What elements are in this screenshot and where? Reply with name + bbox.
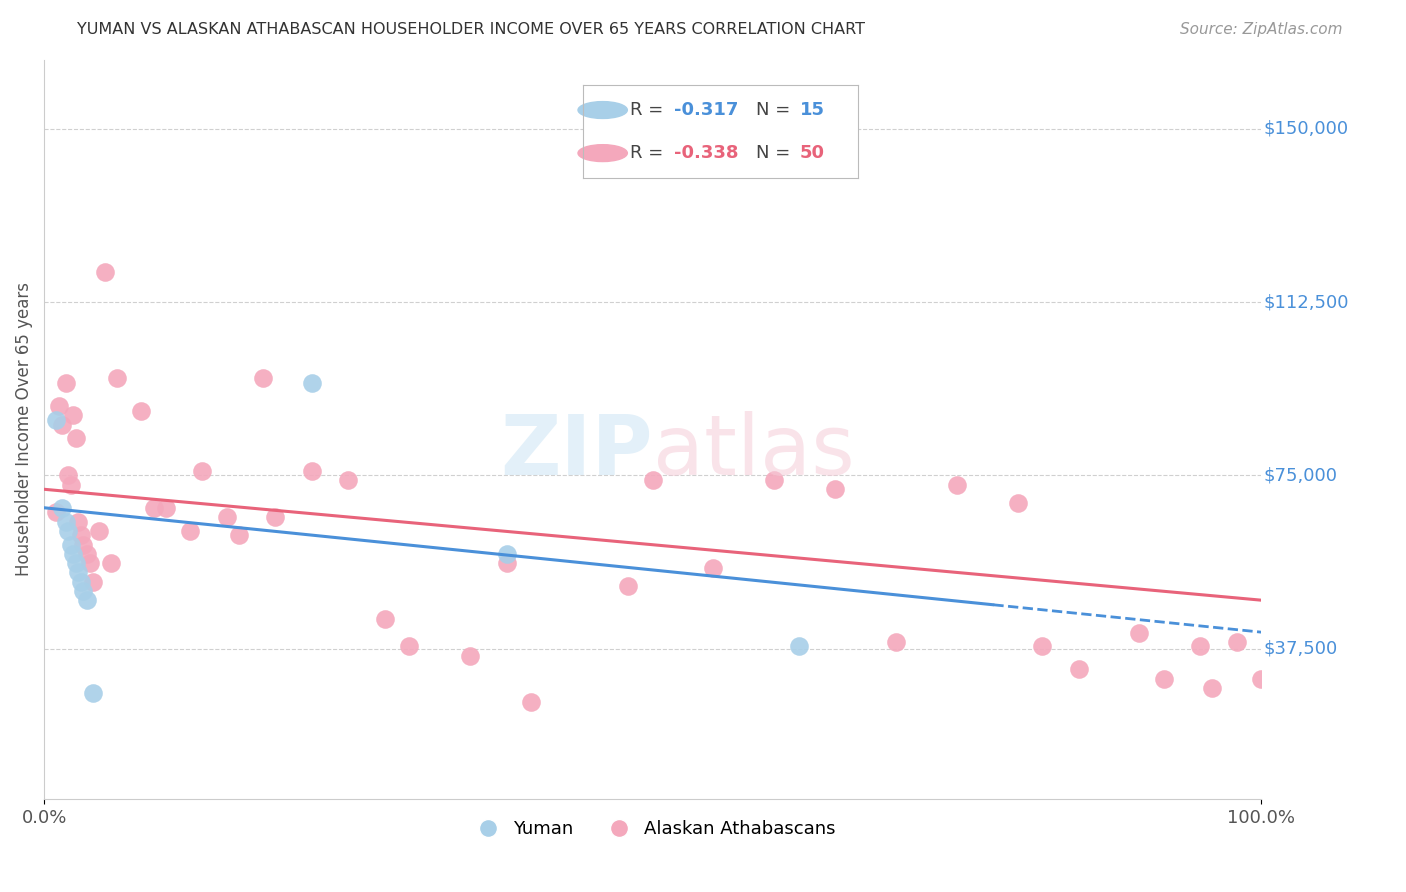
Point xyxy=(79,556,101,570)
Y-axis label: Householder Income Over 65 years: Householder Income Over 65 years xyxy=(15,282,32,576)
Text: R =: R = xyxy=(630,145,664,162)
Point xyxy=(301,376,323,390)
Point xyxy=(458,648,481,663)
Point xyxy=(142,500,165,515)
Point xyxy=(69,574,91,589)
Point xyxy=(374,612,396,626)
Text: R =: R = xyxy=(630,101,664,119)
Point xyxy=(55,376,77,390)
Text: YUMAN VS ALASKAN ATHABASCAN HOUSEHOLDER INCOME OVER 65 YEARS CORRELATION CHART: YUMAN VS ALASKAN ATHABASCAN HOUSEHOLDER … xyxy=(77,22,865,37)
Point xyxy=(884,634,907,648)
Text: Source: ZipAtlas.com: Source: ZipAtlas.com xyxy=(1180,22,1343,37)
Point xyxy=(228,528,250,542)
Point xyxy=(76,593,98,607)
Point xyxy=(100,556,122,570)
Point xyxy=(62,409,84,423)
Text: $75,000: $75,000 xyxy=(1264,467,1337,484)
Point xyxy=(105,371,128,385)
Text: ZIP: ZIP xyxy=(501,411,652,491)
Circle shape xyxy=(578,145,627,161)
Point xyxy=(702,561,724,575)
Point xyxy=(87,524,110,538)
Point xyxy=(1031,640,1053,654)
Point xyxy=(94,265,117,279)
Point xyxy=(51,417,73,432)
Point xyxy=(215,510,238,524)
Point xyxy=(55,515,77,529)
Circle shape xyxy=(578,102,627,119)
Point xyxy=(65,556,87,570)
Text: 15: 15 xyxy=(800,101,825,119)
Point xyxy=(252,371,274,385)
Point xyxy=(67,566,90,580)
Text: atlas: atlas xyxy=(652,411,855,491)
Point xyxy=(82,574,104,589)
Point xyxy=(155,500,177,515)
Point xyxy=(337,473,360,487)
Point xyxy=(59,538,82,552)
Point xyxy=(398,640,420,654)
Point xyxy=(45,505,67,519)
Point xyxy=(58,524,80,538)
Legend: Yuman, Alaskan Athabascans: Yuman, Alaskan Athabascans xyxy=(463,813,842,846)
Text: -0.338: -0.338 xyxy=(673,145,738,162)
Point xyxy=(72,583,94,598)
Point xyxy=(1153,672,1175,686)
Point xyxy=(301,464,323,478)
Point xyxy=(82,685,104,699)
Point xyxy=(65,432,87,446)
Point xyxy=(763,473,786,487)
Point xyxy=(59,477,82,491)
Point xyxy=(946,477,969,491)
Point xyxy=(495,547,517,561)
Point xyxy=(67,515,90,529)
Point xyxy=(72,538,94,552)
Point xyxy=(131,403,153,417)
Text: $150,000: $150,000 xyxy=(1264,120,1348,138)
Point xyxy=(48,399,70,413)
Point xyxy=(191,464,214,478)
Point xyxy=(62,547,84,561)
Text: -0.317: -0.317 xyxy=(673,101,738,119)
Point xyxy=(1189,640,1212,654)
Point xyxy=(1201,681,1223,695)
Point xyxy=(617,579,640,593)
Point xyxy=(45,413,67,427)
Point xyxy=(69,528,91,542)
Point xyxy=(787,640,810,654)
Point xyxy=(51,500,73,515)
Point xyxy=(76,547,98,561)
Point xyxy=(495,556,517,570)
Point xyxy=(1250,672,1272,686)
Point xyxy=(520,695,543,709)
Text: 50: 50 xyxy=(800,145,825,162)
Text: $37,500: $37,500 xyxy=(1264,640,1339,657)
Text: $112,500: $112,500 xyxy=(1264,293,1350,311)
Point xyxy=(1007,496,1029,510)
Point xyxy=(824,483,846,497)
Point xyxy=(179,524,201,538)
Text: N =: N = xyxy=(756,145,790,162)
Point xyxy=(641,473,664,487)
Point xyxy=(264,510,287,524)
Point xyxy=(1067,663,1090,677)
Point xyxy=(1226,634,1249,648)
Text: N =: N = xyxy=(756,101,790,119)
Point xyxy=(58,468,80,483)
Point xyxy=(1128,625,1150,640)
